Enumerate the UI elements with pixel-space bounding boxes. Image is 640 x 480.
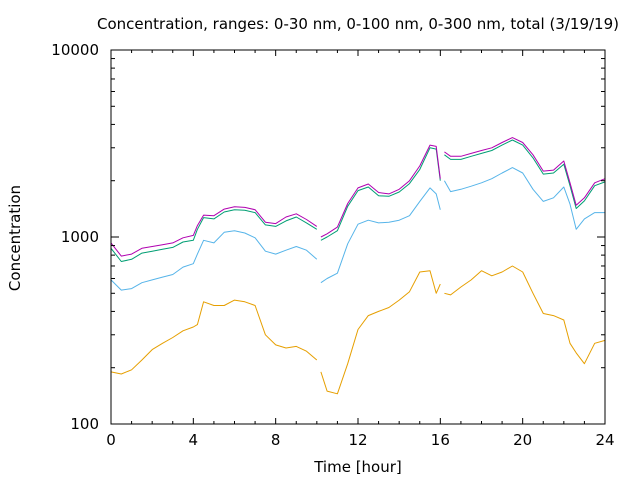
x-tick-label: 8 [271,431,281,449]
y-tick-label: 1000 [61,228,99,246]
y-axis-label: Concentration [6,185,24,291]
series-layer [110,137,606,395]
x-axis-label: Time [hour] [313,458,402,476]
ticks-layer: 0 4 8 12 16 20 24 100 1000 10000 [51,41,614,449]
chart-title: Concentration, ranges: 0-30 nm, 0-100 nm… [97,15,619,33]
y-tick-label: 100 [70,415,99,433]
x-tick-label: 24 [595,431,614,449]
series-line [110,167,605,291]
series-line [110,137,606,257]
series-line [110,139,606,262]
x-tick-label: 20 [513,431,532,449]
x-tick-label: 12 [348,431,367,449]
x-tick-label: 4 [189,431,199,449]
y-tick-label: 10000 [51,41,99,59]
x-tick-label: 0 [106,431,116,449]
plot-frame [110,49,606,425]
x-tick-label: 16 [431,431,450,449]
series-line [110,265,606,395]
